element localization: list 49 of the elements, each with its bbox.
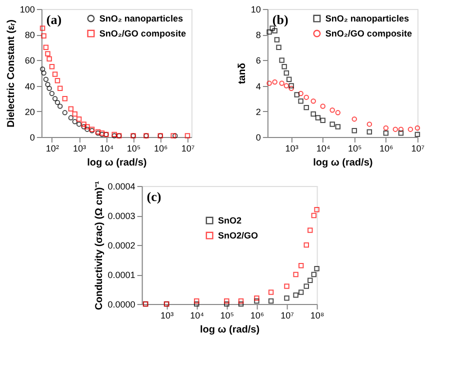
y-tick-label: 0.0003 (108, 211, 136, 221)
x-tick-label: 10⁴ (190, 310, 204, 320)
x-tick-label: 10² (46, 144, 59, 154)
x-axis-title: log ω (rad/s) (313, 158, 373, 168)
x-tick-label: 10⁸ (310, 310, 324, 320)
x-tick-label: 10⁵ (348, 144, 362, 154)
x-axis-title: log ω (rad/s) (200, 324, 260, 336)
y-tick-label: 100 (20, 4, 35, 14)
y-axis-title: tanδ (236, 62, 248, 84)
y-tick-label: 8 (256, 30, 261, 40)
x-tick-label: 10⁷ (280, 310, 294, 320)
legend-label: SnO2 (218, 216, 242, 226)
x-tick-label: 10³ (160, 310, 174, 320)
x-tick-label: 10³ (285, 144, 298, 154)
legend-label: SnO₂/GO composite (325, 28, 412, 38)
x-tick-label: 10⁵ (220, 310, 234, 320)
y-tick-label: 60 (24, 56, 35, 66)
legend-label: SnO₂ nanoparticles (325, 14, 409, 24)
y-tick-label: 4 (256, 81, 261, 92)
y-tick-label: 20 (24, 106, 35, 117)
y-tick-label: 0.0004 (108, 182, 136, 192)
x-axis-title: log ω (rad/s) (87, 158, 147, 168)
x-tick-label: 10⁵ (126, 144, 141, 154)
legend-label: SnO₂/GO composite (99, 28, 186, 38)
y-tick-label: 80 (24, 30, 35, 40)
x-tick-label: 10⁴ (316, 144, 330, 154)
y-tick-label: 0.0001 (108, 270, 136, 280)
y-tick-label: 2 (256, 106, 261, 117)
x-tick-label: 10⁷ (181, 144, 195, 154)
y-tick-label: 0 (256, 132, 261, 142)
y-tick-label: 0 (30, 132, 35, 142)
y-axis-title: Conductivity (σac) (Ω cm)⁻¹ (94, 180, 105, 310)
x-tick-label: 10⁶ (380, 144, 394, 154)
legend-label: SnO₂ nanoparticles (99, 14, 183, 24)
legend-label: SnO2/GO (218, 230, 258, 240)
annotation: (c) (146, 189, 162, 204)
x-tick-label: 10⁴ (100, 144, 114, 154)
annotation: (b) (272, 12, 288, 27)
x-tick-label: 10⁷ (411, 144, 425, 154)
y-tick-label: 40 (24, 81, 35, 92)
annotation: (a) (46, 12, 62, 27)
y-tick-label: 0.0000 (108, 300, 136, 310)
y-tick-label: 6 (256, 56, 261, 66)
y-tick-label: 0.0002 (108, 240, 136, 250)
y-axis-title: Dielectric Constant (εᵣ) (6, 20, 17, 128)
y-tick-label: 10 (250, 4, 261, 14)
x-tick-label: 10³ (73, 144, 86, 154)
x-tick-label: 10⁶ (250, 310, 264, 320)
x-tick-label: 10⁶ (154, 144, 168, 154)
